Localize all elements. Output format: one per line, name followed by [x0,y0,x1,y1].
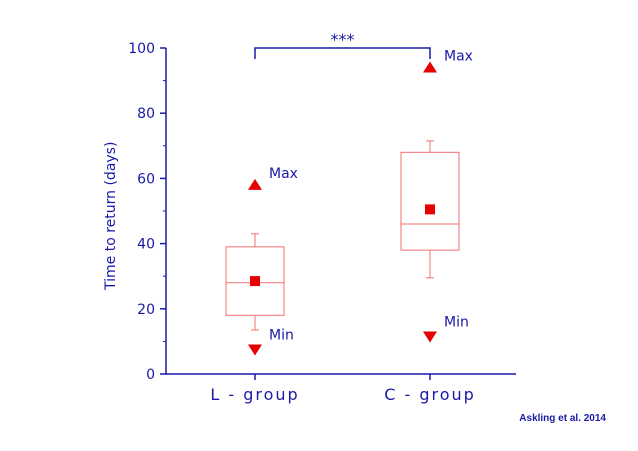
significance-bracket [254,47,431,59]
x-tick-label: L - group [210,385,299,404]
y-tick-label: 20 [137,302,155,318]
box [400,151,460,251]
significance-label: *** [331,30,355,49]
min-label: Min [444,315,469,331]
y-tick-label: 0 [146,367,155,383]
max-marker [248,178,262,190]
box [225,246,285,316]
y-tick-label: 60 [137,171,155,187]
min-label: Min [269,328,294,344]
y-tick-label: 100 [128,41,155,57]
max-label: Max [269,166,298,182]
min-marker [423,331,437,343]
source-credit: Askling et al. 2014 [519,413,606,424]
min-marker [248,344,262,356]
x-tick-label: C - group [384,385,476,404]
y-tick-label: 80 [137,106,155,122]
mean-marker [425,204,435,215]
y-axis-label: Time to return (days) [103,141,119,290]
max-marker [423,61,437,73]
max-label: Max [444,49,473,65]
y-tick-label: 40 [137,237,155,253]
mean-marker [250,276,260,287]
